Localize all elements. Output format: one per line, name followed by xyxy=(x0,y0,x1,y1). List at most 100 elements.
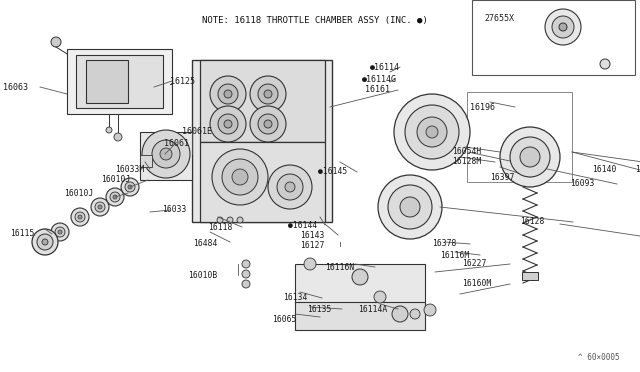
Circle shape xyxy=(264,120,272,128)
Text: 16010J: 16010J xyxy=(101,176,131,185)
Circle shape xyxy=(222,159,258,195)
Text: 16196: 16196 xyxy=(470,103,495,112)
Circle shape xyxy=(277,174,303,200)
Text: 16116N: 16116N xyxy=(325,263,355,272)
Circle shape xyxy=(242,280,250,288)
Text: 16378: 16378 xyxy=(432,240,456,248)
Text: 16143: 16143 xyxy=(300,231,324,240)
Circle shape xyxy=(91,198,109,216)
Text: 16061: 16061 xyxy=(164,140,189,148)
Bar xyxy=(86,60,128,103)
Text: ●16145: ●16145 xyxy=(318,167,348,176)
Bar xyxy=(200,60,325,142)
Text: 16135: 16135 xyxy=(307,305,332,314)
Text: ●16114G: ●16114G xyxy=(362,74,397,83)
Circle shape xyxy=(378,175,442,239)
Bar xyxy=(140,155,152,167)
Bar xyxy=(467,92,572,182)
Text: 16160M: 16160M xyxy=(462,279,492,289)
Circle shape xyxy=(285,182,295,192)
Circle shape xyxy=(110,192,120,202)
Circle shape xyxy=(55,227,65,237)
Text: 16054H: 16054H xyxy=(452,148,481,157)
Text: 16114A: 16114A xyxy=(358,305,387,314)
Text: 16118: 16118 xyxy=(208,222,232,231)
Text: 16397: 16397 xyxy=(490,173,515,182)
Circle shape xyxy=(37,234,53,250)
Circle shape xyxy=(242,260,250,268)
Circle shape xyxy=(250,76,286,112)
Text: 16033M: 16033M xyxy=(115,164,144,173)
Circle shape xyxy=(258,84,278,104)
Circle shape xyxy=(552,16,574,38)
Circle shape xyxy=(227,217,233,223)
Text: 16061E: 16061E xyxy=(182,128,212,137)
Text: 27655X: 27655X xyxy=(484,14,514,23)
Text: ●16144: ●16144 xyxy=(288,221,317,230)
Circle shape xyxy=(212,149,268,205)
Circle shape xyxy=(71,208,89,226)
Circle shape xyxy=(250,106,286,142)
Circle shape xyxy=(417,117,447,147)
Circle shape xyxy=(264,90,272,98)
Circle shape xyxy=(152,140,180,168)
Circle shape xyxy=(392,306,408,322)
Text: NOTE: 16118 THROTTLE CHAMBER ASSY (INC. ●): NOTE: 16118 THROTTLE CHAMBER ASSY (INC. … xyxy=(202,16,428,25)
Circle shape xyxy=(75,212,85,222)
Text: 16227: 16227 xyxy=(462,260,486,269)
Circle shape xyxy=(500,127,560,187)
Circle shape xyxy=(242,270,250,278)
Circle shape xyxy=(160,148,172,160)
Circle shape xyxy=(142,130,190,178)
Circle shape xyxy=(352,269,368,285)
Text: ^ 60×0005: ^ 60×0005 xyxy=(579,353,620,362)
Circle shape xyxy=(210,106,246,142)
Circle shape xyxy=(42,239,48,245)
Circle shape xyxy=(400,197,420,217)
Text: 16140: 16140 xyxy=(592,166,616,174)
Circle shape xyxy=(128,185,132,189)
Bar xyxy=(295,302,425,330)
Text: 16134: 16134 xyxy=(283,294,307,302)
Circle shape xyxy=(218,114,238,134)
Text: 16484: 16484 xyxy=(193,240,218,248)
Text: 16128M: 16128M xyxy=(452,157,481,167)
Circle shape xyxy=(51,37,61,47)
Bar xyxy=(192,60,332,222)
Circle shape xyxy=(58,230,62,234)
Circle shape xyxy=(224,90,232,98)
Circle shape xyxy=(237,217,243,223)
Circle shape xyxy=(218,84,238,104)
Circle shape xyxy=(95,202,105,212)
Text: 16116M: 16116M xyxy=(440,250,469,260)
Text: 16127: 16127 xyxy=(300,241,324,250)
Circle shape xyxy=(600,59,610,69)
Bar xyxy=(295,264,425,304)
Bar xyxy=(472,0,635,75)
Circle shape xyxy=(545,9,581,45)
Text: 16010J: 16010J xyxy=(64,189,93,198)
Text: 16313: 16313 xyxy=(635,166,640,174)
Circle shape xyxy=(374,291,386,303)
Bar xyxy=(200,142,325,222)
Circle shape xyxy=(217,217,223,223)
Circle shape xyxy=(410,309,420,319)
Text: ●16114: ●16114 xyxy=(370,62,400,71)
Circle shape xyxy=(232,169,248,185)
Circle shape xyxy=(224,120,232,128)
Text: 16161: 16161 xyxy=(365,86,390,94)
Circle shape xyxy=(268,165,312,209)
Text: 16010B: 16010B xyxy=(188,270,217,279)
Circle shape xyxy=(424,304,436,316)
Circle shape xyxy=(388,185,432,229)
Circle shape xyxy=(520,147,540,167)
Circle shape xyxy=(78,215,82,219)
Text: 16033: 16033 xyxy=(162,205,186,215)
Circle shape xyxy=(125,182,135,192)
Circle shape xyxy=(32,229,58,255)
Text: 16128: 16128 xyxy=(520,218,545,227)
Circle shape xyxy=(114,133,122,141)
Circle shape xyxy=(258,114,278,134)
Circle shape xyxy=(426,126,438,138)
Circle shape xyxy=(394,94,470,170)
